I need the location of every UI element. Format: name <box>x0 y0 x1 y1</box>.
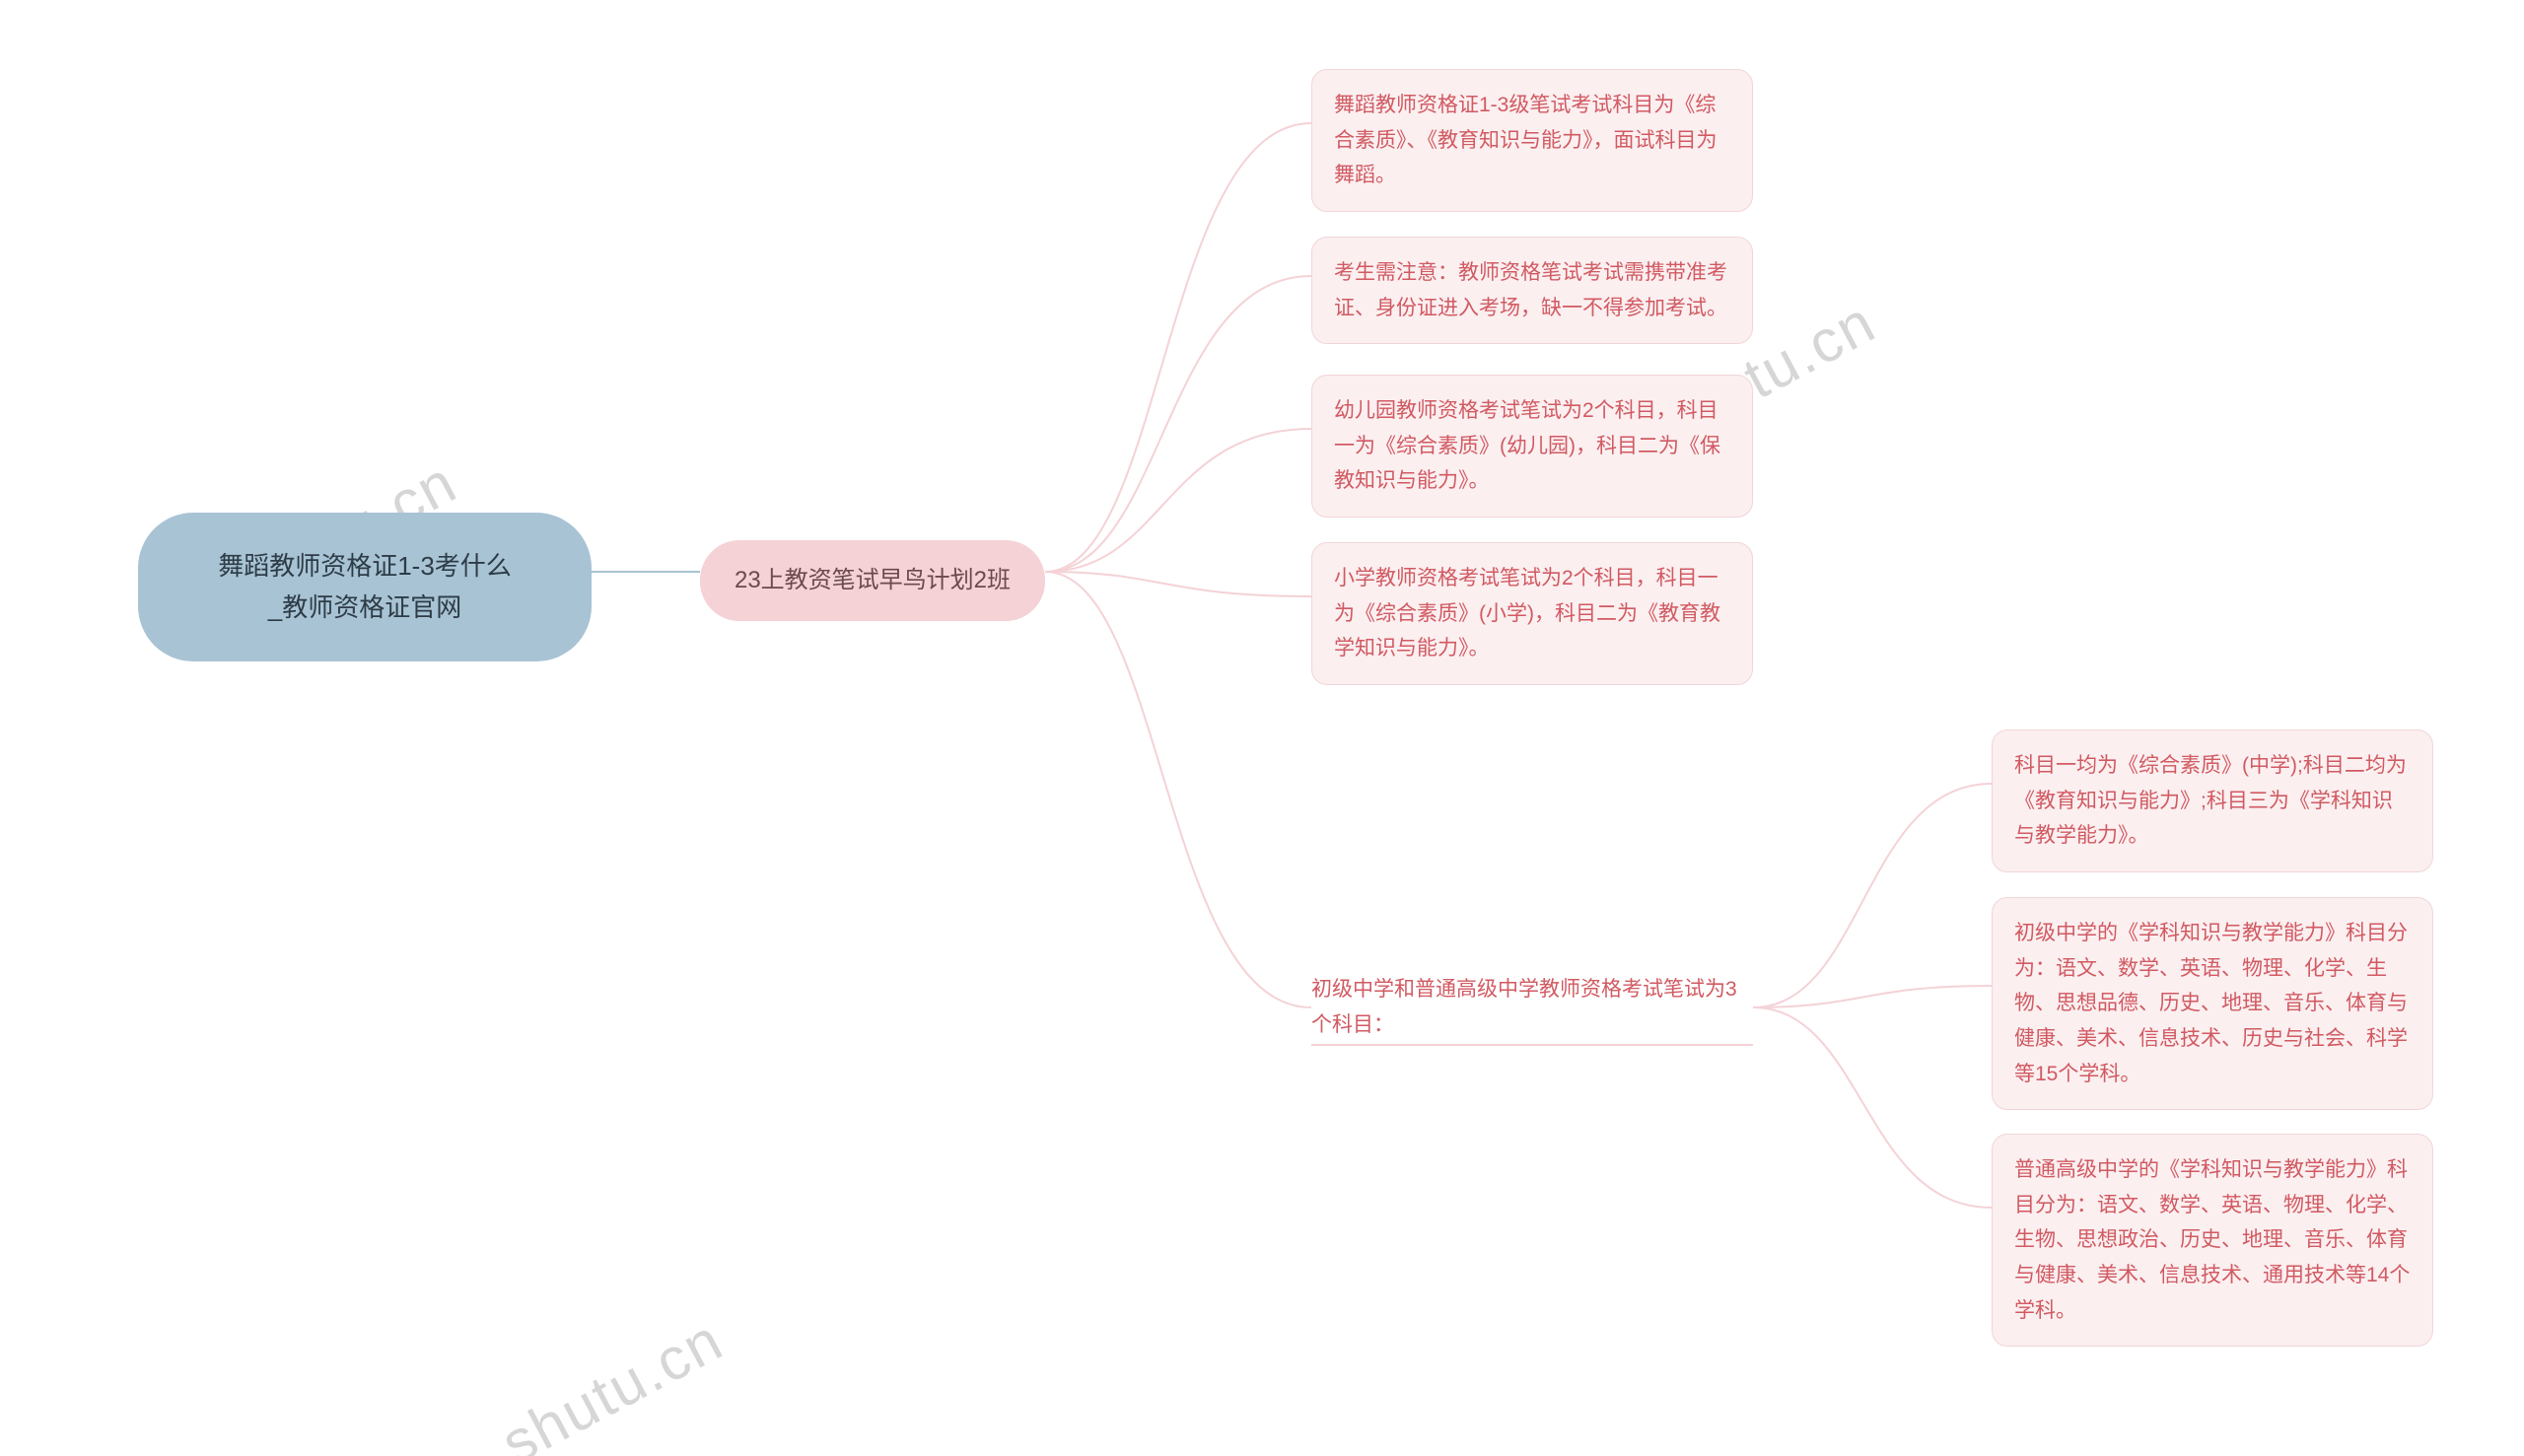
branch-label: 23上教资笔试早鸟计划2班 <box>735 567 1011 593</box>
leaf-node[interactable]: 幼儿园教师资格考试笔试为2个科目，科目一为《综合素质》(幼儿园)，科目二为《保教… <box>1311 375 1753 518</box>
leaf-text: 考生需注意：教师资格笔试考试需携带准考证、身份证进入考场，缺一不得参加考试。 <box>1334 261 1727 319</box>
leaf-text: 普通高级中学的《学科知识与教学能力》科目分为：语文、数学、英语、物理、化学、生物… <box>2014 1158 2410 1322</box>
root-line-2: _教师资格证官网 <box>179 588 550 629</box>
leaf-text: 舞蹈教师资格证1-3级笔试考试科目为《综合素质》、《教育知识与能力》，面试科目为… <box>1334 94 1718 186</box>
leaf-text: 初级中学和普通高级中学教师资格考试笔试为3个科目： <box>1311 978 1737 1036</box>
sub-leaf-node[interactable]: 初级中学的《学科知识与教学能力》科目分为：语文、数学、英语、物理、化学、生物、思… <box>1992 897 2433 1110</box>
root-node[interactable]: 舞蹈教师资格证1-3考什么 _教师资格证官网 <box>138 513 592 661</box>
root-line-1: 舞蹈教师资格证1-3考什么 <box>179 546 550 588</box>
branch-node[interactable]: 23上教资笔试早鸟计划2班 <box>700 540 1045 621</box>
leaf-text: 科目一均为《综合素质》(中学);科目二均为《教育知识与能力》;科目三为《学科知识… <box>2014 754 2407 847</box>
leaf-node[interactable]: 舞蹈教师资格证1-3级笔试考试科目为《综合素质》、《教育知识与能力》，面试科目为… <box>1311 69 1753 212</box>
leaf-node[interactable]: 考生需注意：教师资格笔试考试需携带准考证、身份证进入考场，缺一不得参加考试。 <box>1311 237 1753 344</box>
leaf-text: 初级中学的《学科知识与教学能力》科目分为：语文、数学、英语、物理、化学、生物、思… <box>2014 922 2408 1085</box>
leaf-text: 幼儿园教师资格考试笔试为2个科目，科目一为《综合素质》(幼儿园)，科目二为《保教… <box>1334 399 1720 492</box>
sub-leaf-node[interactable]: 普通高级中学的《学科知识与教学能力》科目分为：语文、数学、英语、物理、化学、生物… <box>1992 1134 2433 1347</box>
leaf-node[interactable]: 小学教师资格考试笔试为2个科目，科目一为《综合素质》(小学)，科目二为《教育教学… <box>1311 542 1753 685</box>
leaf-node-label[interactable]: 初级中学和普通高级中学教师资格考试笔试为3个科目： <box>1311 972 1753 1042</box>
sub-leaf-node[interactable]: 科目一均为《综合素质》(中学);科目二均为《教育知识与能力》;科目三为《学科知识… <box>1992 729 2433 872</box>
watermark: shutu.cn <box>491 1305 735 1456</box>
leaf-text: 小学教师资格考试笔试为2个科目，科目一为《综合素质》(小学)，科目二为《教育教学… <box>1334 567 1720 659</box>
mindmap-canvas: shutu.cn 树图 shutu.cn shutu.cn 舞蹈教师资格证1-3… <box>0 0 2524 1456</box>
